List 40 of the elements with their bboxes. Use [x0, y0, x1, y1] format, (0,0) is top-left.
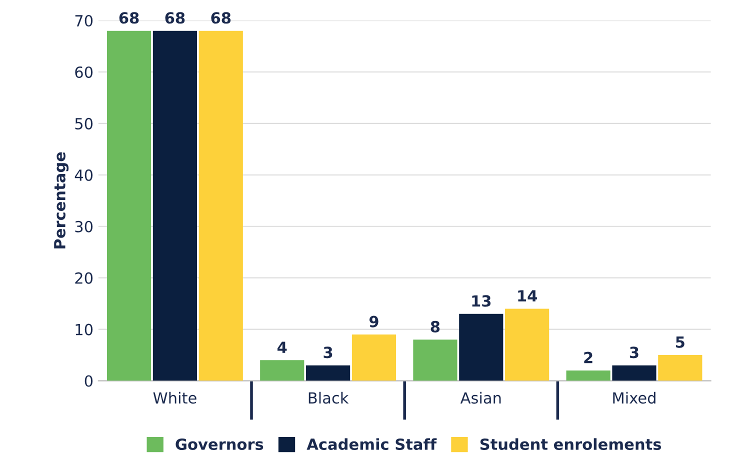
data-label: 9 — [369, 316, 378, 328]
bar — [459, 314, 504, 381]
data-label: 14 — [518, 290, 537, 302]
data-label: 3 — [324, 346, 332, 358]
y-tick-label: 30 — [75, 220, 93, 232]
bar — [106, 30, 152, 381]
x-tick-label: Asian — [460, 392, 501, 404]
data-label: 13 — [472, 295, 491, 307]
y-tick-label: 70 — [75, 14, 93, 27]
data-label: 68 — [165, 12, 185, 24]
legend-label: Governors — [176, 438, 264, 450]
y-tick-label: 10 — [76, 324, 93, 336]
y-tick-label: 60 — [75, 66, 93, 78]
x-tick-label: White — [153, 392, 196, 404]
data-label: 3 — [630, 346, 638, 358]
y-tick-label: 50 — [75, 118, 93, 130]
bar — [566, 370, 610, 381]
data-label: 68 — [119, 12, 139, 24]
x-tick-label: Black — [308, 392, 349, 404]
bar — [152, 30, 198, 381]
y-tick-label: 0 — [84, 375, 93, 387]
bar — [306, 365, 350, 381]
data-label: 5 — [676, 336, 684, 348]
bar — [658, 355, 702, 381]
bar — [505, 308, 550, 381]
bar — [198, 30, 243, 381]
y-axis-title: Percentage — [54, 152, 69, 248]
data-label: 8 — [430, 320, 440, 332]
legend-label: Academic Staff — [306, 438, 437, 450]
bar — [352, 334, 396, 381]
y-tick-label: 20 — [75, 272, 93, 284]
bar — [612, 365, 656, 381]
legend-label: Student enrolements — [480, 438, 662, 450]
data-label: 2 — [584, 352, 592, 364]
data-label: 4 — [277, 342, 287, 353]
y-tick-label: 40 — [74, 169, 93, 181]
bar — [413, 340, 458, 381]
bar — [260, 360, 304, 381]
data-label: 68 — [211, 12, 231, 24]
x-tick-label: Mixed — [613, 392, 656, 404]
